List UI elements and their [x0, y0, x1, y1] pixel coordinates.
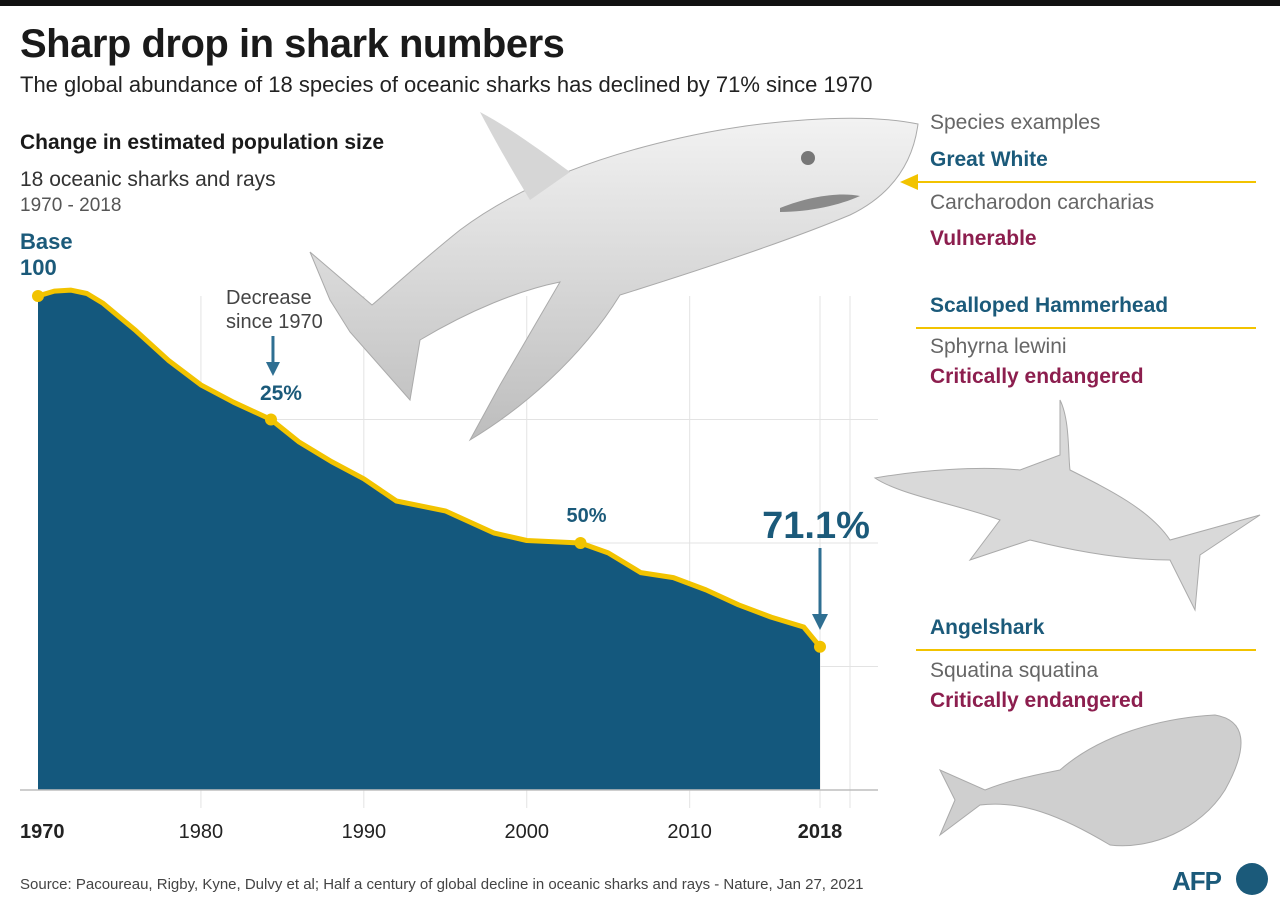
- arrow-final-head: [812, 614, 828, 630]
- base-label-value: 100: [20, 255, 57, 280]
- chart-markers: [32, 290, 826, 653]
- page-title: Sharp drop in shark numbers: [20, 22, 565, 66]
- base-label: Base 100: [20, 229, 73, 281]
- population-line: [37, 287, 822, 649]
- species-divider-great-white: [916, 181, 1256, 183]
- species-latin-angelshark: Squatina squatina: [930, 659, 1099, 682]
- decrease-note-line1: Decrease: [226, 287, 312, 309]
- species-latin-great-white: Carcharodon carcharias: [930, 191, 1155, 214]
- x-tick-1980: 1980: [179, 821, 224, 843]
- species-divider-angelshark: [916, 649, 1256, 651]
- species-name-hammerhead: Scalloped Hammerhead: [930, 294, 1169, 317]
- annotation-25-percent: 25%: [260, 382, 302, 405]
- species-divider-hammerhead: [916, 327, 1256, 329]
- x-tick-1970: 1970: [20, 821, 65, 843]
- population-area: [38, 290, 820, 790]
- species-name-angelshark: Angelshark: [930, 616, 1045, 639]
- x-tick-1990: 1990: [342, 821, 387, 843]
- species-status-angelshark: Critically endangered: [930, 689, 1144, 712]
- decrease-note: Decrease since 1970: [226, 286, 323, 334]
- pointer-arrowhead: [900, 174, 918, 190]
- source-note: Source: Pacoureau, Rigby, Kyne, Dulvy et…: [20, 876, 864, 893]
- angelshark-illustration: [938, 714, 1242, 847]
- marker-25: [264, 413, 277, 426]
- chart-date-range: 1970 - 2018: [20, 195, 122, 216]
- annotation-50-percent: 50%: [566, 505, 606, 527]
- x-axis-ticks: 1970 1980 1990 2000 2010 2018: [20, 821, 842, 843]
- species-latin-hammerhead: Sphyrna lewini: [930, 335, 1067, 358]
- species-status-hammerhead: Critically endangered: [930, 365, 1144, 388]
- base-label-word: Base: [20, 229, 73, 254]
- chart-title: Change in estimated population size: [20, 131, 385, 154]
- species-heading: Species examples: [930, 111, 1101, 134]
- chart-subtitle: 18 oceanic sharks and rays: [20, 168, 276, 191]
- decrease-note-line2: since 1970: [226, 311, 323, 333]
- arrow-25-head: [265, 362, 280, 376]
- species-status-great-white: Vulnerable: [930, 227, 1037, 250]
- x-tick-2010: 2010: [667, 821, 712, 843]
- annotation-arrows: [265, 336, 828, 630]
- annotation-final-percent: 71.1%: [762, 505, 870, 547]
- x-tick-2018: 2018: [798, 821, 843, 843]
- top-bar: [0, 0, 1280, 6]
- marker-final: [814, 640, 826, 653]
- hammerhead-illustration: [873, 399, 1261, 612]
- species-name-great-white: Great White: [930, 148, 1048, 171]
- great-white-illustration: [309, 112, 919, 442]
- page-subtitle: The global abundance of 18 species of oc…: [20, 72, 873, 97]
- afp-logo: AFP: [1172, 866, 1222, 896]
- marker-50: [574, 537, 587, 549]
- marker-start: [32, 290, 44, 302]
- x-tick-2000: 2000: [505, 821, 550, 843]
- afp-logo-dot: [1236, 863, 1268, 895]
